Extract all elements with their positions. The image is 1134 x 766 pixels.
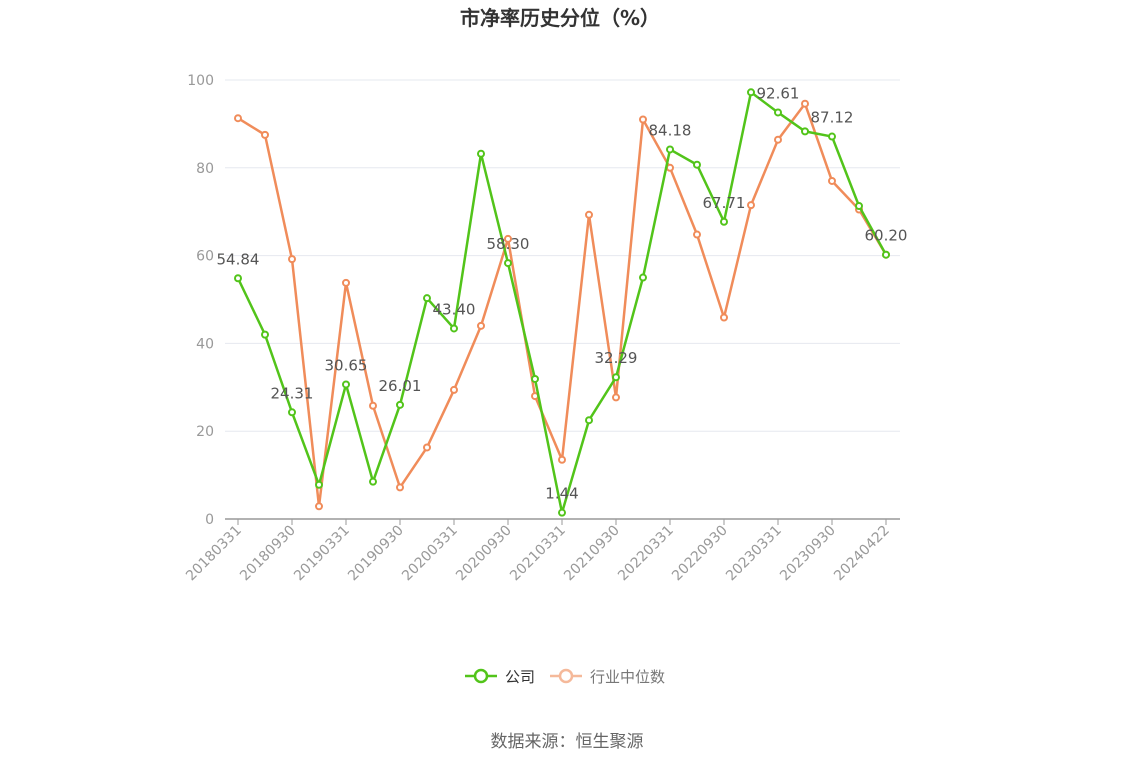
data-label: 32.29 xyxy=(595,349,638,367)
data-point[interactable] xyxy=(720,217,728,226)
data-point[interactable] xyxy=(585,416,593,425)
data-point[interactable] xyxy=(639,273,647,282)
data-point[interactable] xyxy=(288,408,296,417)
x-tick-label: 20200331 xyxy=(399,523,461,585)
data-point[interactable] xyxy=(531,374,539,383)
data-label: 26.01 xyxy=(379,377,422,395)
data-point[interactable] xyxy=(558,455,566,464)
data-point[interactable] xyxy=(801,99,809,108)
legend-label: 公司 xyxy=(505,668,535,686)
legend-item-company[interactable]: 公司 xyxy=(465,668,535,686)
legend-label: 行业中位数 xyxy=(590,668,665,686)
x-tick-label: 20190930 xyxy=(345,523,407,585)
y-tick-label: 80 xyxy=(196,161,214,177)
data-point[interactable] xyxy=(612,393,620,402)
data-point[interactable] xyxy=(693,160,701,169)
data-point[interactable] xyxy=(342,278,350,287)
legend-marker xyxy=(558,668,574,684)
data-point[interactable] xyxy=(288,255,296,264)
data-point[interactable] xyxy=(747,88,755,97)
data-label: 54.84 xyxy=(217,250,260,268)
x-tick-label: 20210331 xyxy=(507,523,569,585)
data-label: 84.18 xyxy=(649,121,692,139)
data-point[interactable] xyxy=(828,176,836,185)
data-point[interactable] xyxy=(504,234,512,243)
x-tick-label: 20220930 xyxy=(669,523,731,585)
data-point[interactable] xyxy=(693,230,701,239)
y-axis: 0 20 40 60 80 100 xyxy=(187,73,214,528)
data-point[interactable] xyxy=(423,443,431,452)
data-point[interactable] xyxy=(666,145,674,154)
data-point[interactable] xyxy=(612,373,620,382)
x-axis: 2018033120180930201903312019093020200331… xyxy=(183,518,900,585)
data-point[interactable] xyxy=(369,477,377,486)
data-point[interactable] xyxy=(396,483,404,492)
x-tick-label: 20240422 xyxy=(831,523,893,585)
y-tick-label: 0 xyxy=(205,512,214,528)
data-point[interactable] xyxy=(774,108,782,117)
data-point[interactable] xyxy=(315,480,323,489)
series-company xyxy=(234,88,890,517)
data-point[interactable] xyxy=(423,294,431,303)
data-label: 67.71 xyxy=(703,194,746,212)
data-point[interactable] xyxy=(396,400,404,409)
data-point[interactable] xyxy=(585,210,593,219)
y-tick-label: 60 xyxy=(196,249,214,265)
legend[interactable]: 公司 行业中位数 xyxy=(465,668,665,686)
data-point[interactable] xyxy=(342,380,350,389)
data-point[interactable] xyxy=(477,149,485,158)
data-point[interactable] xyxy=(261,130,269,139)
data-point[interactable] xyxy=(477,321,485,330)
x-tick-label: 20200930 xyxy=(453,523,515,585)
x-tick-label: 20230930 xyxy=(777,523,839,585)
x-tick-label: 20180331 xyxy=(183,523,245,585)
data-point[interactable] xyxy=(720,313,728,322)
data-label: 60.20 xyxy=(865,227,908,245)
grid-lines xyxy=(225,79,900,432)
data-point[interactable] xyxy=(369,401,377,410)
data-source: 数据来源：恒生聚源 xyxy=(491,732,644,752)
y-tick-label: 40 xyxy=(196,336,214,352)
data-label: 24.31 xyxy=(271,384,314,402)
data-point[interactable] xyxy=(234,114,242,123)
data-label: 58.30 xyxy=(487,235,530,253)
series-industry-median xyxy=(234,99,890,511)
data-label: 30.65 xyxy=(325,356,368,374)
x-tick-label: 20210930 xyxy=(561,523,623,585)
y-tick-label: 100 xyxy=(187,73,214,89)
data-point[interactable] xyxy=(558,508,566,517)
data-point[interactable] xyxy=(315,502,323,511)
data-point[interactable] xyxy=(801,127,809,136)
data-point[interactable] xyxy=(504,259,512,268)
series-line xyxy=(237,102,888,508)
legend-item-industry-median[interactable]: 行业中位数 xyxy=(550,668,665,686)
legend-marker xyxy=(473,668,489,684)
x-tick-label: 20190331 xyxy=(291,523,353,585)
x-tick-label: 20180930 xyxy=(237,523,299,585)
data-label: 92.61 xyxy=(757,84,800,102)
data-point[interactable] xyxy=(639,115,647,124)
data-point[interactable] xyxy=(234,274,242,283)
data-point[interactable] xyxy=(450,385,458,394)
data-point[interactable] xyxy=(882,250,890,259)
data-label: 43.40 xyxy=(433,300,476,318)
x-tick-label: 20230331 xyxy=(723,523,785,585)
data-point[interactable] xyxy=(828,132,836,141)
x-tick-label: 20220331 xyxy=(615,523,677,585)
data-point[interactable] xyxy=(855,201,863,210)
series-layer xyxy=(234,88,890,517)
data-labels: 54.84 24.31 30.65 26.01 43.40 58.30 1.44 32.29 8… xyxy=(217,84,908,502)
data-point[interactable] xyxy=(261,330,269,339)
data-point[interactable] xyxy=(450,324,458,333)
y-tick-label: 20 xyxy=(196,424,214,440)
data-point[interactable] xyxy=(774,135,782,144)
data-label: 87.12 xyxy=(811,109,854,127)
data-point[interactable] xyxy=(666,163,674,172)
data-point[interactable] xyxy=(747,201,755,210)
data-label: 1.44 xyxy=(545,485,578,503)
chart-title: 市净率历史分位（%） xyxy=(460,6,660,30)
